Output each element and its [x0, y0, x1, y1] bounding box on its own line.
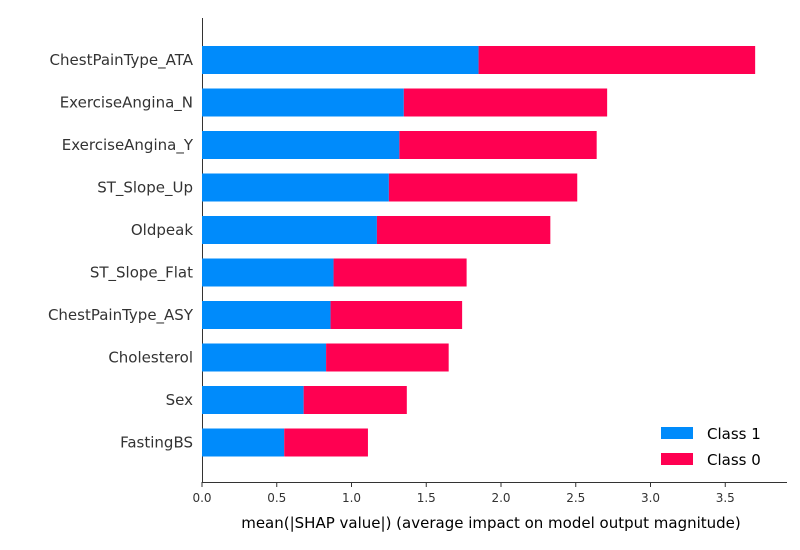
bar-class-0-fastingbs — [284, 428, 368, 457]
bar-class-1-st-slope-flat — [202, 258, 334, 287]
bar-class-0-cholesterol — [326, 343, 449, 372]
bar-class-0-exerciseangina-n — [403, 88, 608, 117]
bar-class-1-chestpaintype-ata — [202, 46, 479, 74]
x-tick-label: 0.0 — [192, 491, 211, 505]
x-tick-label: 3.5 — [716, 491, 735, 505]
x-tick-label: 0.5 — [267, 491, 286, 505]
bar-class-0-exerciseangina-y — [399, 131, 597, 159]
bar-class-1-oldpeak — [202, 216, 377, 244]
bar-class-0-st-slope-up — [388, 173, 578, 202]
bar-class-1-chestpaintype-asy — [202, 301, 331, 329]
category-label: Oldpeak — [131, 221, 193, 239]
category-label: ST_Slope_Flat — [90, 264, 193, 283]
category-label: Cholesterol — [108, 349, 193, 367]
category-label: ChestPainType_ASY — [48, 306, 194, 325]
category-label: Sex — [166, 391, 193, 409]
bar-class-0-oldpeak — [376, 216, 551, 244]
bar-class-1-fastingbs — [202, 428, 285, 457]
category-label: FastingBS — [120, 434, 193, 452]
bar-class-0-st-slope-flat — [333, 258, 467, 287]
x-tick-label: 1.5 — [417, 491, 436, 505]
x-axis-title: mean(|SHAP value|) (average impact on mo… — [241, 514, 741, 532]
bar-class-0-chestpaintype-ata — [478, 46, 756, 74]
legend-label: Class 1 — [707, 425, 761, 443]
x-tick-label: 3.0 — [641, 491, 660, 505]
legend: Class 1 Class 0 — [661, 425, 761, 469]
category-labels: ChestPainType_ATA ExerciseAngina_N Exercis… — [48, 51, 194, 452]
category-label: ST_Slope_Up — [97, 179, 193, 198]
legend-swatch — [661, 427, 693, 439]
legend-label: Class 0 — [707, 451, 761, 469]
bars-group — [202, 46, 756, 457]
bar-class-1-sex — [202, 386, 304, 414]
bar-class-0-sex — [303, 386, 407, 414]
bar-class-1-exerciseangina-y — [202, 131, 400, 159]
bar-class-1-exerciseangina-n — [202, 88, 404, 117]
bar-class-1-st-slope-up — [202, 173, 389, 202]
x-tick-label: 2.5 — [566, 491, 585, 505]
category-label: ChestPainType_ATA — [50, 51, 194, 70]
legend-swatch — [661, 453, 693, 465]
x-tick-label: 1.0 — [342, 491, 361, 505]
x-tick-label: 2.0 — [491, 491, 510, 505]
bar-class-0-chestpaintype-asy — [330, 301, 463, 329]
x-ticks: 0.0 0.5 1.0 1.5 2.0 2.5 3.0 3.5 — [192, 482, 735, 505]
category-label: ExerciseAngina_Y — [62, 136, 194, 155]
category-label: ExerciseAngina_N — [60, 94, 193, 113]
bar-class-1-cholesterol — [202, 343, 327, 372]
